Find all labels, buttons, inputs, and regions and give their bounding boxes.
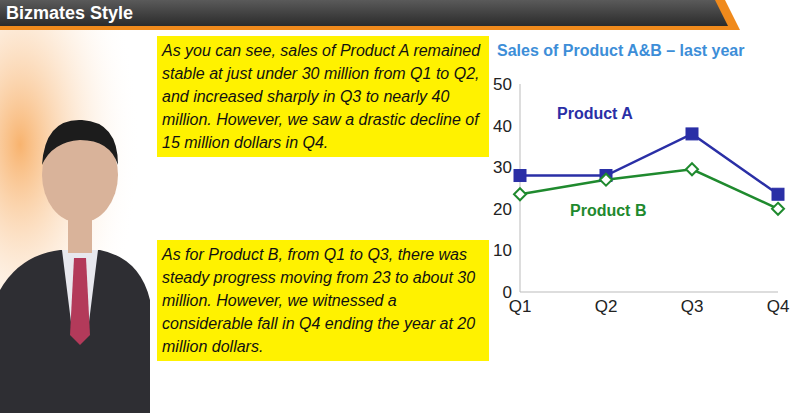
html-text:Bizmates Style: Bizmates Style [6, 3, 134, 23]
svg-text:0: 0 [503, 283, 512, 302]
svg-text:50: 50 [493, 75, 512, 94]
svg-text:10: 10 [493, 241, 512, 260]
svg-text:20: 20 [493, 200, 512, 219]
html-text:Product A: Product A [557, 105, 633, 122]
html-text:Product B: Product B [570, 202, 647, 219]
svg-text:Q2: Q2 [595, 297, 618, 316]
svg-text:Q3: Q3 [681, 297, 704, 316]
html-text:Sales of Product A&B – last ye: Sales of Product A&B – last year [497, 42, 745, 59]
html-text:As you can see, sales of Produ: As you can see, sales of Product A remai… [162, 42, 481, 151]
svg-text:30: 30 [493, 158, 512, 177]
svg-text:Q4: Q4 [767, 297, 790, 316]
svg-text:40: 40 [493, 117, 512, 136]
html-text:As for Product B, from Q1 to Q: As for Product B, from Q1 to Q3, there w… [162, 246, 476, 355]
svg-text:Q1: Q1 [509, 297, 532, 316]
